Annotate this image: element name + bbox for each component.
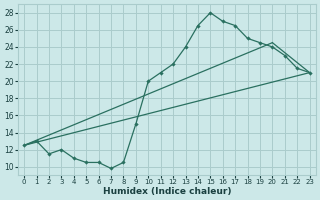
X-axis label: Humidex (Indice chaleur): Humidex (Indice chaleur) — [103, 187, 231, 196]
